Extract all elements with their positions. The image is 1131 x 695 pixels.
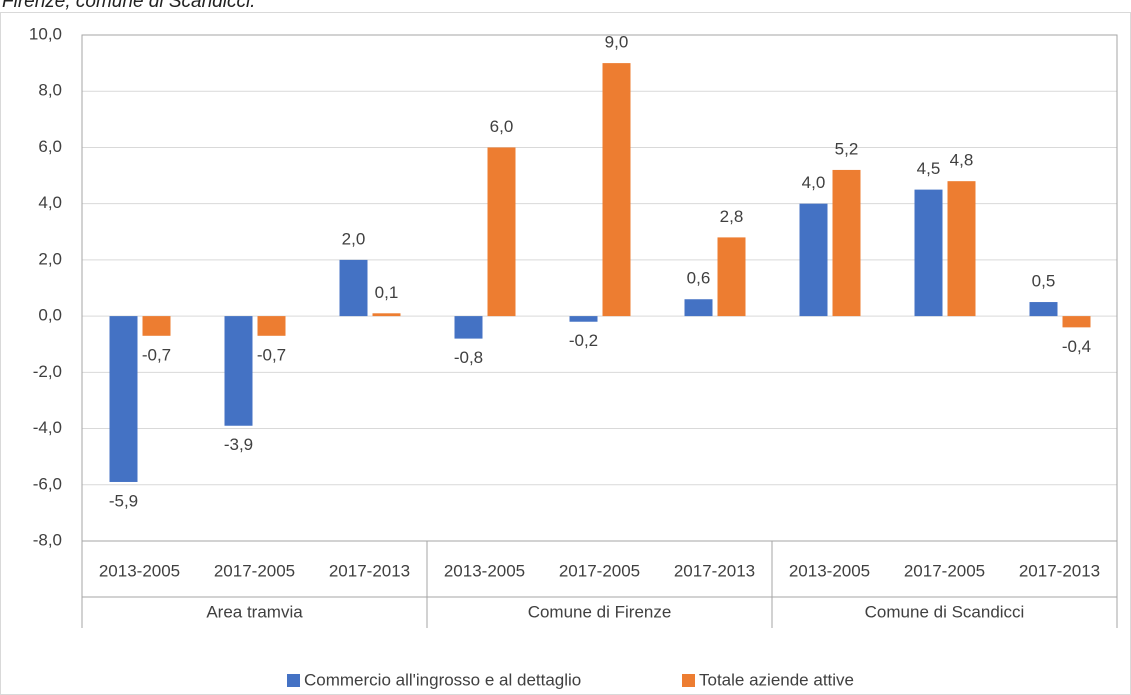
bar [914, 189, 943, 317]
value-label: -0,7 [257, 345, 286, 364]
group-label: Comune di Scandicci [865, 602, 1025, 621]
bar [799, 203, 828, 317]
value-label: 9,0 [605, 33, 629, 52]
y-tick-label: 2,0 [38, 249, 62, 268]
y-tick-label: -6,0 [33, 474, 62, 493]
x-tick-label: 2013-2005 [789, 561, 870, 580]
value-label: 6,0 [490, 117, 514, 136]
value-label: -0,7 [142, 345, 171, 364]
y-tick-label: -4,0 [33, 418, 62, 437]
bar [109, 316, 138, 482]
value-label: -3,9 [224, 435, 253, 454]
group-label: Area tramvia [206, 602, 303, 621]
value-label: 5,2 [835, 139, 859, 158]
caption-bg [0, 0, 1131, 11]
value-label: -5,9 [109, 491, 138, 510]
group-label: Comune di Firenze [528, 602, 672, 621]
y-tick-label: 6,0 [38, 137, 62, 156]
value-label: 0,1 [375, 283, 399, 302]
bar [1062, 316, 1091, 328]
bar [372, 313, 401, 317]
bar [1029, 302, 1058, 317]
x-tick-label: 2017-2005 [559, 561, 640, 580]
x-tick-label: 2013-2005 [444, 561, 525, 580]
bar [257, 316, 286, 336]
x-tick-label: 2017-2005 [214, 561, 295, 580]
value-label: 4,8 [950, 151, 974, 170]
y-tick-label: 8,0 [38, 81, 62, 100]
x-tick-label: 2017-2005 [904, 561, 985, 580]
x-tick-label: 2013-2005 [99, 561, 180, 580]
bar [224, 316, 253, 426]
bar [142, 316, 171, 336]
y-tick-label: 10,0 [29, 24, 62, 43]
bar [684, 299, 713, 317]
x-tick-label: 2017-2013 [1019, 561, 1100, 580]
bar [602, 63, 631, 317]
x-tick-label: 2017-2013 [674, 561, 755, 580]
chart-title: Firenze, comune di Scandicci. [2, 0, 255, 12]
y-tick-label: 4,0 [38, 193, 62, 212]
plot-border [81, 34, 1118, 542]
value-label: 2,8 [720, 207, 744, 226]
chart-border [0, 12, 1131, 695]
value-label: 0,5 [1032, 272, 1056, 291]
bar [487, 147, 516, 317]
bar [454, 316, 483, 339]
y-tick-label: -8,0 [33, 530, 62, 549]
legend-swatch [287, 674, 300, 687]
bar [569, 316, 598, 322]
value-label: 4,0 [802, 173, 826, 192]
y-tick-label: -2,0 [33, 362, 62, 381]
legend-swatch [682, 674, 695, 687]
value-label: -0,2 [569, 331, 598, 350]
legend-label: Totale aziende attive [699, 670, 854, 689]
value-label: 4,5 [917, 159, 941, 178]
bar [339, 259, 368, 317]
y-tick-label: 0,0 [38, 306, 62, 325]
value-label: 0,6 [687, 269, 711, 288]
value-label: 2,0 [342, 229, 366, 248]
value-label: -0,8 [454, 348, 483, 367]
bar [717, 237, 746, 317]
value-label: -0,4 [1062, 337, 1091, 356]
x-tick-label: 2017-2013 [329, 561, 410, 580]
bar [947, 181, 976, 317]
legend-label: Commercio all'ingrosso e al dettaglio [304, 670, 581, 689]
bar [832, 169, 861, 317]
